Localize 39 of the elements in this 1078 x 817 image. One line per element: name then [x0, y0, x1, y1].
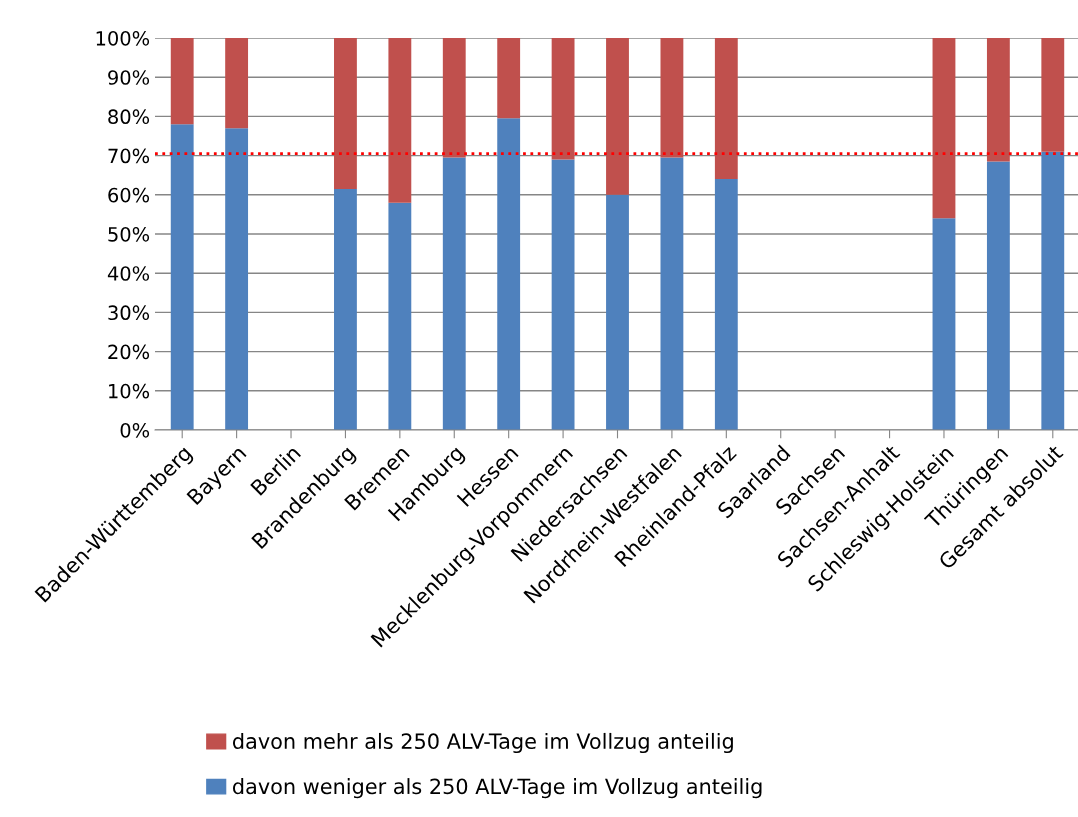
y-tick-label: 10% — [109, 383, 150, 399]
bar — [932, 218, 956, 430]
bar — [606, 38, 629, 195]
bar — [714, 38, 738, 180]
y-tick-label: 50% — [108, 226, 150, 242]
bar — [986, 161, 1010, 430]
y-tick-label: 90% — [108, 70, 150, 85]
bar — [170, 38, 194, 125]
legend-label: davon weniger als 250 ALV-Tage im Vollzug anteilig — [232, 778, 762, 799]
bar — [388, 202, 412, 430]
y-tick-label: 80% — [108, 109, 150, 125]
bar — [225, 128, 249, 430]
bar — [986, 38, 1010, 162]
y-tick-label: 40% — [107, 266, 150, 281]
y-tick-label: 0% — [120, 422, 150, 438]
y-tick-label: 60% — [108, 187, 150, 203]
bar — [497, 118, 521, 430]
bar — [932, 38, 956, 219]
y-tick-label: 20% — [108, 344, 150, 360]
bar — [551, 159, 575, 430]
bar — [442, 38, 466, 158]
y-tick-label: 70% — [108, 148, 150, 164]
bar — [606, 194, 629, 430]
bar — [388, 38, 412, 203]
bar — [1041, 151, 1065, 430]
bar — [551, 38, 575, 160]
bar — [170, 124, 194, 430]
bar — [442, 157, 466, 430]
bar — [334, 188, 357, 430]
bar — [660, 157, 684, 430]
y-tick-label: 100% — [96, 30, 150, 46]
y-tick-label: 30% — [108, 305, 150, 321]
bar — [334, 38, 357, 189]
bar — [1041, 38, 1065, 152]
bar — [225, 38, 249, 129]
bar — [497, 38, 521, 119]
bar — [714, 179, 738, 430]
bar — [660, 38, 684, 158]
legend-label: davon mehr als 250 ALV-Tage im Vollzug anteilig — [232, 732, 733, 754]
